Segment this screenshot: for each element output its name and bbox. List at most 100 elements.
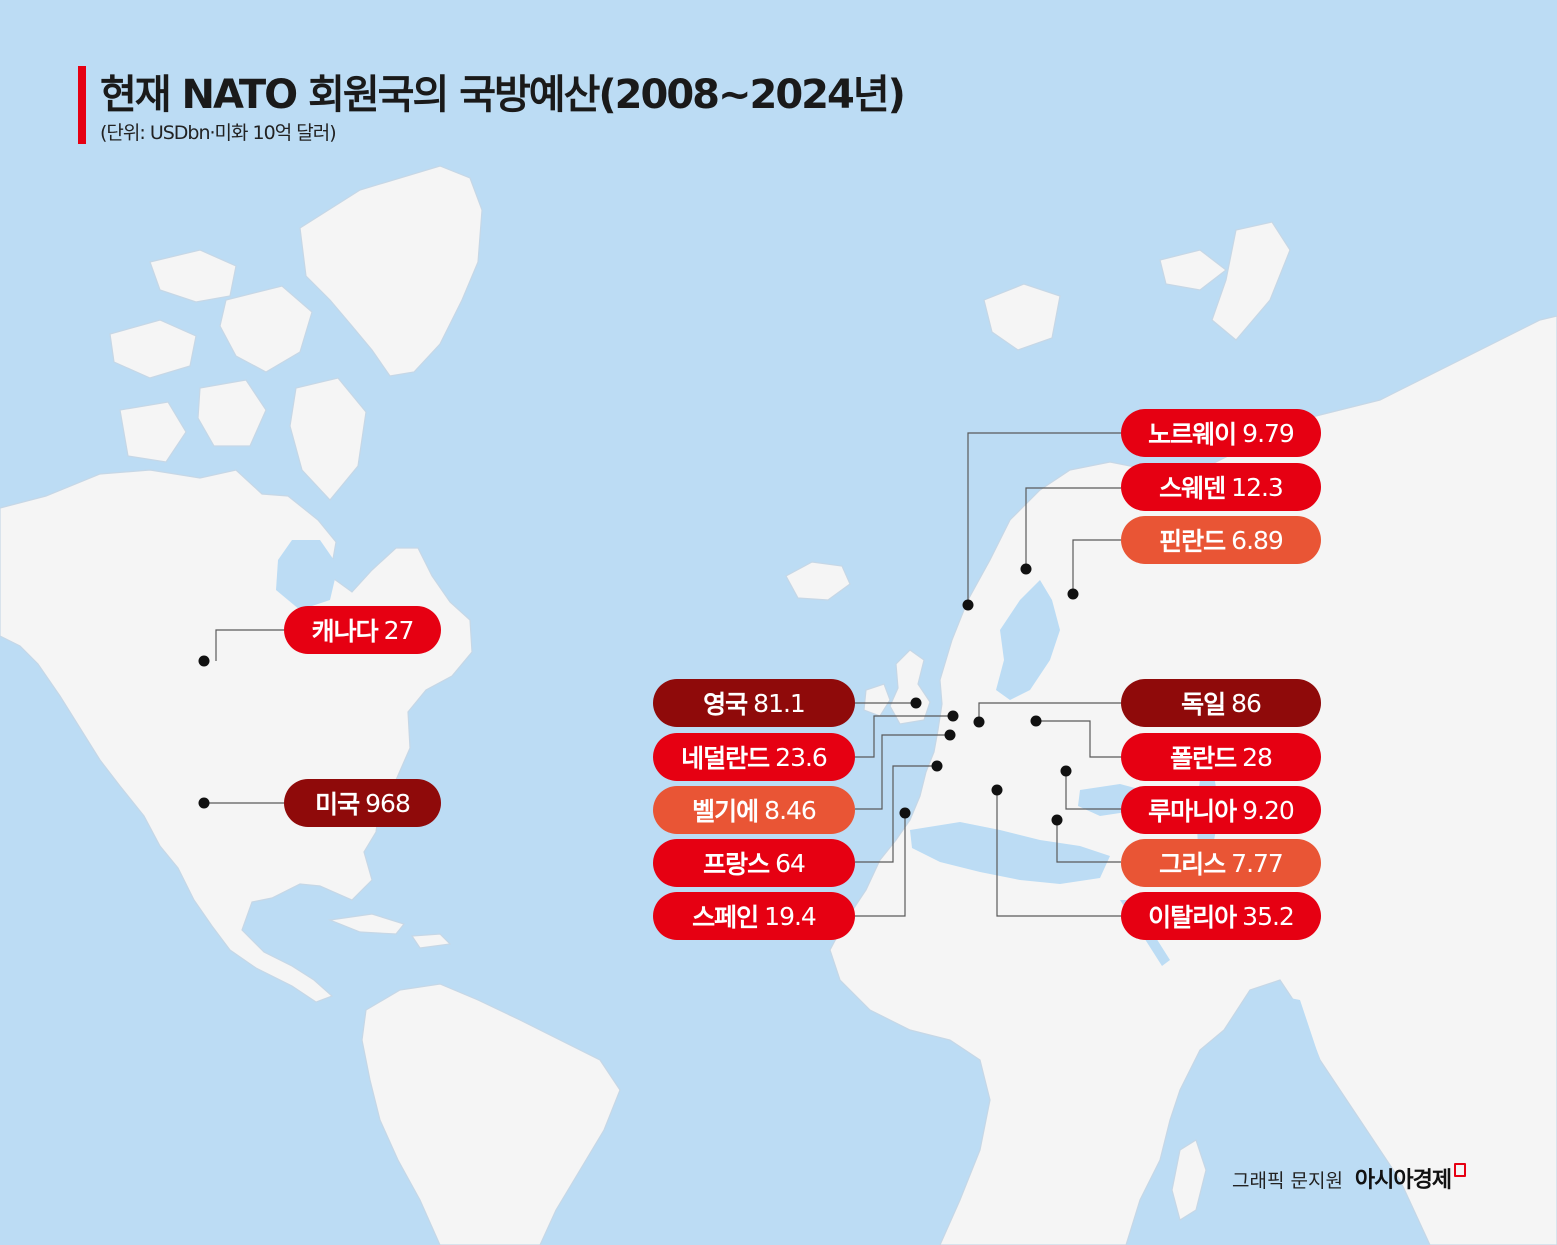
location-dot-sweden (1020, 563, 1032, 575)
label-romania: 루마니아 9.20 (1121, 786, 1321, 834)
country-value: 23.6 (775, 742, 828, 772)
baffin-island (289, 377, 367, 501)
label-poland: 폴란드 28 (1121, 733, 1321, 781)
hispaniola (410, 933, 452, 949)
greenland (299, 165, 483, 377)
country-name: 그리스 (1159, 850, 1226, 879)
leader-line-canada (215, 629, 284, 661)
label-uk: 영국 81.1 (653, 679, 855, 727)
location-dots (198, 563, 1079, 826)
country-name: 미국 (315, 790, 360, 819)
country-value: 28 (1242, 742, 1273, 772)
leader-line-italy (996, 790, 1121, 917)
country-name: 프랑스 (703, 850, 770, 879)
country-value: 7.77 (1231, 848, 1284, 878)
country-value: 8.46 (764, 795, 817, 825)
label-sweden: 스웨덴 12.3 (1121, 463, 1321, 511)
iceland (785, 561, 851, 601)
label-finland: 핀란드 6.89 (1121, 516, 1321, 564)
mediterranean-sea (910, 822, 1110, 884)
country-value: 64 (775, 848, 806, 878)
location-dot-spain (899, 807, 911, 819)
country-name: 영국 (703, 690, 748, 719)
credit-line: 그래픽 문지원 아시아경제 (1232, 1162, 1467, 1194)
country-name: 노르웨이 (1148, 420, 1237, 449)
madagascar (1171, 1139, 1207, 1221)
country-name: 스웨덴 (1159, 474, 1226, 503)
label-spain: 스페인 19.4 (653, 892, 855, 940)
franz-josef (1159, 249, 1227, 291)
label-france: 프랑스 64 (653, 839, 855, 887)
label-italy: 이탈리아 35.2 (1121, 892, 1321, 940)
arctic-island-2 (219, 285, 313, 373)
country-value: 968 (365, 788, 411, 818)
arctic-island-1 (149, 249, 237, 303)
country-value: 19.4 (764, 901, 817, 931)
country-name: 루마니아 (1148, 797, 1237, 826)
leader-line-belgium (855, 734, 950, 810)
designer-credit: 그래픽 문지원 (1232, 1170, 1343, 1192)
country-name: 네덜란드 (681, 744, 770, 773)
publisher-logo-mark (1454, 1163, 1467, 1177)
location-dot-italy (991, 784, 1003, 796)
country-value: 6.89 (1231, 525, 1284, 555)
leader-line-germany (978, 702, 1121, 722)
page-title: 현재 NATO 회원국의 국방예산(2008~2024년) (100, 72, 906, 118)
leader-line-france (855, 765, 937, 863)
south-america (361, 983, 621, 1245)
leader-lines (204, 432, 1121, 917)
location-dot-finland (1067, 588, 1079, 600)
location-dot-usa (198, 797, 210, 809)
label-germany: 독일 86 (1121, 679, 1321, 727)
leader-line-greece (1056, 820, 1121, 863)
leader-line-sweden (1025, 487, 1121, 569)
label-greece: 그리스 7.77 (1121, 839, 1321, 887)
leader-line-finland (1072, 539, 1121, 594)
label-norway: 노르웨이 9.79 (1121, 409, 1321, 457)
location-dot-netherlands (947, 710, 959, 722)
location-dot-france (931, 760, 943, 772)
location-dot-poland (1030, 715, 1042, 727)
hudson-bay (276, 540, 338, 610)
title-accent-bar (78, 66, 86, 144)
country-name: 캐나다 (311, 617, 379, 646)
arctic-island-5 (119, 401, 187, 463)
country-value: 35.2 (1242, 901, 1295, 931)
leader-line-spain (855, 813, 906, 917)
leader-line-poland (1036, 720, 1121, 758)
north-america (0, 469, 473, 1003)
location-dot-germany (973, 716, 985, 728)
location-dot-uk (910, 697, 922, 709)
location-dot-belgium (944, 729, 956, 741)
arctic-island-3 (109, 319, 197, 379)
leader-line-romania (1065, 771, 1121, 810)
label-canada: 캐나다 27 (284, 606, 441, 654)
country-value: 12.3 (1231, 472, 1284, 502)
ireland (863, 683, 891, 717)
location-dot-canada (198, 655, 210, 667)
country-value: 9.79 (1242, 418, 1295, 448)
unit-subtitle: (단위: USDbn·미화 10억 달러) (100, 122, 337, 144)
svalbard (983, 283, 1061, 351)
leader-line-norway (967, 432, 1121, 605)
location-dot-greece (1051, 814, 1063, 826)
country-value: 27 (383, 615, 415, 645)
label-netherlands: 네덜란드 23.6 (653, 733, 855, 781)
location-dot-norway (962, 599, 974, 611)
country-value: 86 (1231, 688, 1262, 718)
publisher-logo: 아시아경제 (1354, 1168, 1452, 1193)
arctic-island-4 (197, 379, 267, 447)
location-dot-romania (1060, 765, 1072, 777)
country-name: 벨기에 (692, 797, 759, 826)
baltic-sea (996, 580, 1060, 700)
country-name: 독일 (1181, 690, 1226, 719)
arabian-sea (1230, 990, 1320, 1100)
country-value: 81.1 (753, 688, 806, 718)
country-name: 폴란드 (1170, 744, 1237, 773)
country-value: 9.20 (1242, 795, 1295, 825)
label-belgium: 벨기에 8.46 (653, 786, 855, 834)
cuba (327, 913, 406, 935)
leader-line-netherlands (855, 715, 953, 758)
country-name: 이탈리아 (1148, 903, 1237, 932)
